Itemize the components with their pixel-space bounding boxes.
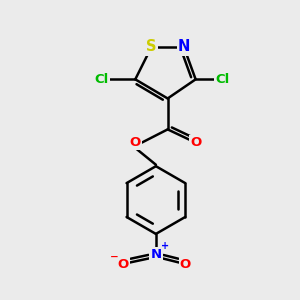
Text: N: N [178, 39, 190, 54]
Text: −: − [110, 252, 118, 262]
Text: N: N [150, 248, 161, 261]
Text: O: O [190, 136, 201, 149]
Text: +: + [161, 241, 169, 251]
Text: Cl: Cl [215, 73, 229, 86]
Text: Cl: Cl [94, 73, 109, 86]
Text: O: O [118, 258, 129, 271]
Text: O: O [130, 136, 141, 149]
Text: O: O [180, 258, 191, 271]
Text: S: S [146, 39, 157, 54]
